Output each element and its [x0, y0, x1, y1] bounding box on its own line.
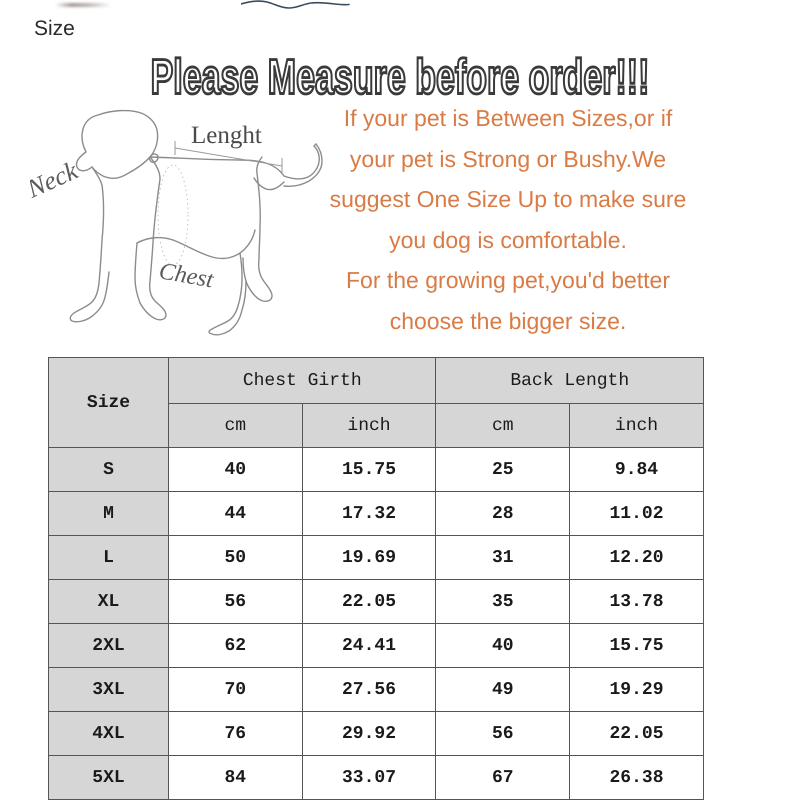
svg-text:Lenght: Lenght [191, 122, 262, 149]
svg-text:Chest: Chest [157, 258, 217, 293]
svg-text:Neck: Neck [30, 156, 82, 204]
